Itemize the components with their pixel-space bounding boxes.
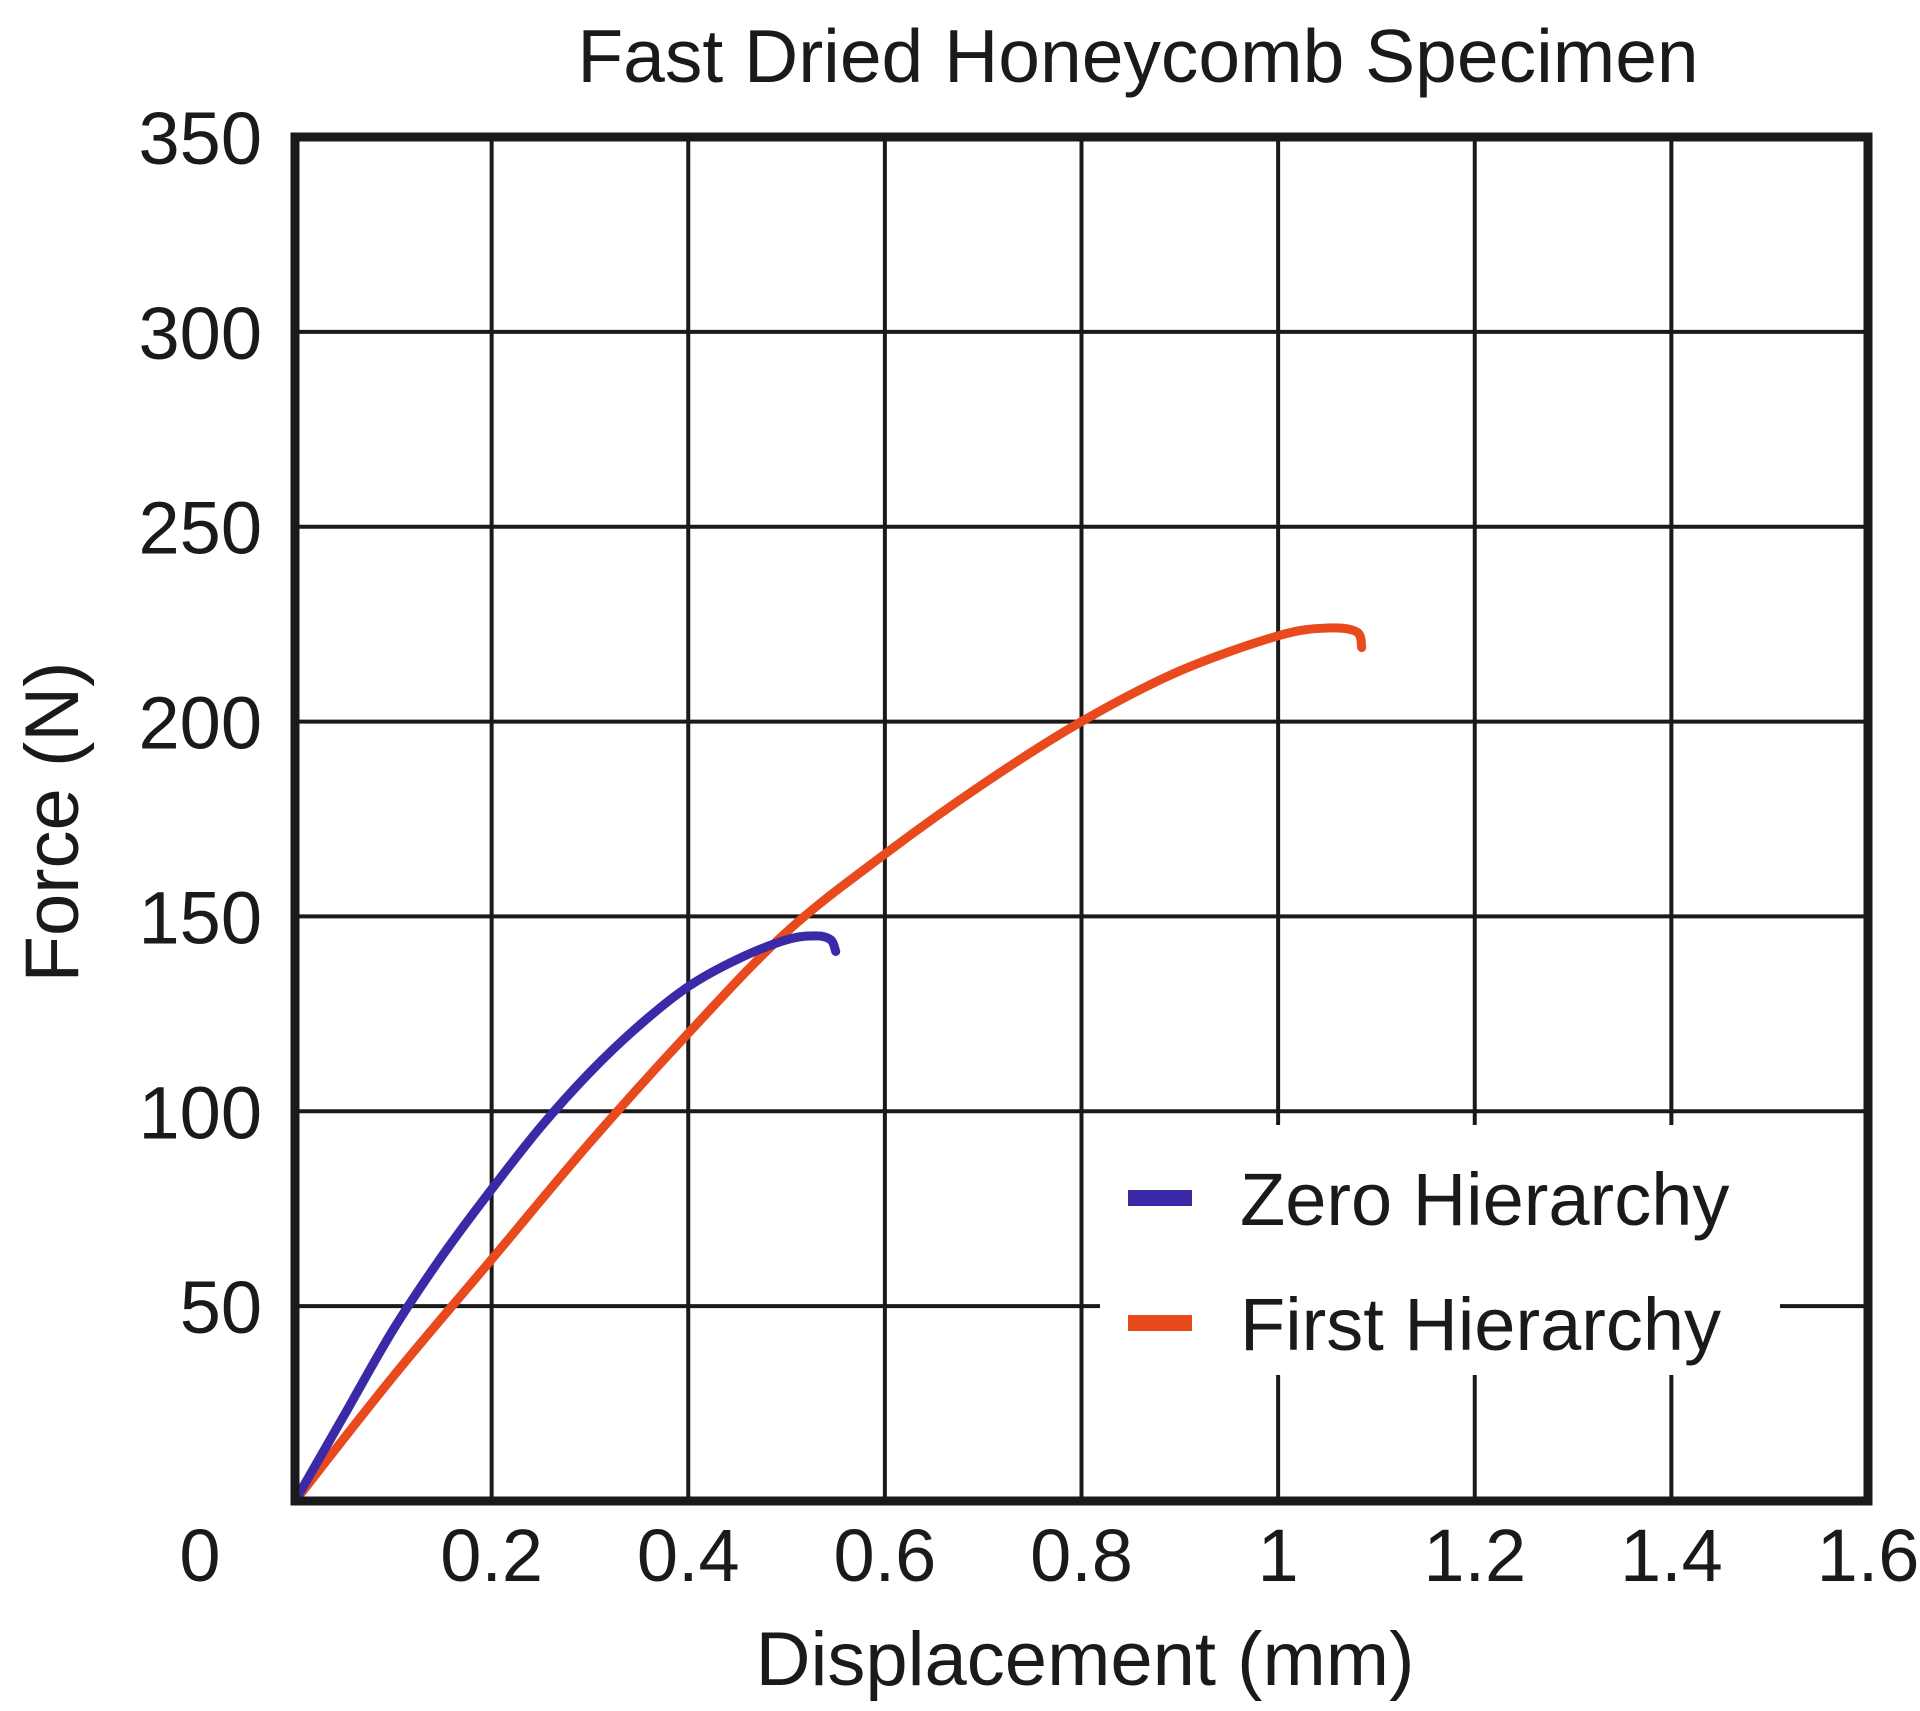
x-tick-label: 1: [1258, 1514, 1299, 1597]
x-tick-label: 0.8: [1030, 1514, 1133, 1597]
series-line-first-hierarchy: [290, 623, 1367, 1506]
x-tick-label: 1.4: [1620, 1514, 1723, 1597]
y-tick-label: 150: [139, 876, 262, 959]
x-axis-label: Displacement (mm): [756, 1617, 1415, 1702]
y-tick-label: 200: [139, 682, 262, 765]
x-tick-label: 1.2: [1423, 1514, 1526, 1597]
x-tick-label: 1.6: [1817, 1514, 1920, 1597]
legend: Zero Hierarchy First Hierarchy: [1100, 1125, 1780, 1375]
x-tick-label: 0.6: [833, 1514, 936, 1597]
x-tick-label: 0.4: [637, 1514, 740, 1597]
y-tick-label: 350: [139, 97, 262, 180]
grid: [295, 137, 1868, 1501]
y-tick-label: 250: [139, 487, 262, 570]
y-tick-label: 50: [180, 1266, 262, 1349]
y-axis-label: Force (N): [10, 662, 95, 983]
x-tick-label: 0: [179, 1514, 220, 1597]
tick-labels: 0 0.2 0.4 0.6 0.8 1 1.2 1.4 1.6 50 100 150 200 250 300…: [139, 97, 1920, 1597]
y-tick-label: 300: [139, 292, 262, 375]
series-group: [290, 623, 1367, 1506]
legend-background: [1100, 1125, 1780, 1375]
x-tick-label: 0.2: [440, 1514, 543, 1597]
legend-label-first-hierarchy: First Hierarchy: [1240, 1283, 1721, 1366]
y-tick-label: 100: [139, 1071, 262, 1154]
legend-label-zero-hierarchy: Zero Hierarchy: [1240, 1158, 1729, 1241]
series-line-zero-hierarchy: [290, 931, 841, 1506]
plot-frame: [290, 132, 1873, 1506]
chart-title: Fast Dried Honeycomb Specimen: [577, 14, 1698, 98]
